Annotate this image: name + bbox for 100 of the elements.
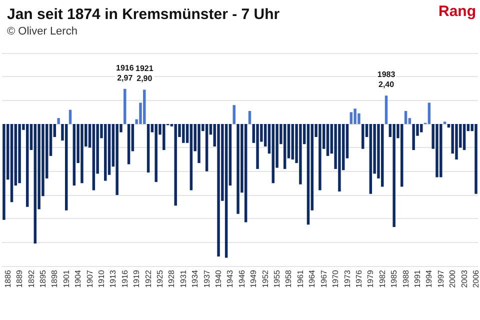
bar	[18, 124, 21, 184]
bar	[299, 124, 302, 184]
bar	[412, 124, 415, 150]
bar	[354, 108, 356, 124]
x-tick-label: 1979	[366, 269, 376, 288]
x-tick-label: 1976	[354, 269, 364, 288]
x-tick-label: 1904	[74, 269, 83, 288]
x-tick-label: 1913	[108, 269, 118, 288]
bar	[256, 124, 259, 169]
bar	[10, 124, 14, 202]
bar	[455, 124, 458, 160]
x-tick-label: 1946	[237, 269, 246, 288]
x-tick-label: 1889	[15, 269, 24, 288]
bar	[127, 124, 130, 164]
bar	[232, 105, 236, 124]
x-tick-label: 1952	[260, 269, 270, 288]
x-tick-label: 1931	[178, 269, 188, 288]
bar	[392, 124, 396, 227]
chart-title: Jan seit 1874 in Kremsmünster - 7 Uhr	[7, 6, 280, 23]
x-tick-label: 1958	[284, 269, 294, 288]
x-tick-label: 1949	[249, 269, 258, 288]
bar	[2, 124, 6, 220]
bar	[198, 124, 200, 164]
bar	[174, 124, 177, 206]
bar	[474, 124, 478, 194]
bar	[182, 124, 185, 143]
data-label: 1916 2,97	[116, 63, 134, 82]
x-tick-label: 1901	[62, 269, 71, 288]
bar	[190, 124, 193, 190]
x-tick-label: 1910	[96, 269, 106, 288]
x-tick-label: 1955	[272, 269, 282, 288]
x-tick-label: 1988	[401, 269, 410, 288]
data-label: 1921 2,90	[135, 64, 154, 84]
x-tick-label: 1919	[132, 269, 142, 288]
x-tick-label: 2006	[472, 269, 480, 288]
x-tick-label: 1970	[331, 269, 340, 288]
bar	[350, 112, 353, 124]
bar	[291, 124, 294, 160]
x-tick-label: 1886	[3, 269, 12, 288]
bar	[248, 110, 252, 124]
bar	[428, 102, 431, 124]
x-tick-label: 1943	[226, 269, 235, 288]
x-tick-label: 1907	[85, 269, 94, 288]
bar	[217, 124, 220, 257]
bar	[369, 124, 372, 194]
x-tick-label: 1997	[436, 269, 446, 288]
bar	[400, 124, 404, 187]
x-tick-label: 2000	[448, 269, 458, 288]
x-tick-label: 1994	[424, 269, 434, 288]
x-tick-label: 1934	[190, 269, 200, 288]
bar	[436, 124, 438, 178]
x-tick-label: 1898	[50, 269, 60, 288]
bar	[384, 96, 388, 124]
bar	[116, 124, 118, 195]
bar	[272, 124, 274, 184]
x-tick-label: 1967	[319, 269, 328, 288]
bar	[318, 124, 322, 190]
x-tick-label: 1895	[38, 269, 48, 288]
bar	[440, 124, 442, 178]
x-tick-label: 1922	[144, 269, 153, 288]
bar	[92, 124, 96, 190]
bar	[462, 124, 466, 150]
x-tick-label: 1937	[202, 269, 212, 288]
bar	[381, 124, 384, 187]
bar	[306, 124, 310, 225]
x-tick-label: 1985	[390, 269, 399, 288]
bar	[244, 124, 248, 222]
chart-subtitle: © Oliver Lerch	[7, 26, 78, 38]
x-tick-label: 1940	[214, 269, 224, 288]
x-tick-label: 2003	[460, 269, 469, 288]
bar	[404, 110, 408, 124]
bar	[34, 124, 37, 244]
bar	[146, 124, 150, 173]
x-tick-label: 1964	[308, 269, 317, 288]
x-tick-label: 1961	[296, 269, 305, 288]
x-tick-label: 1973	[342, 269, 352, 288]
bar	[362, 124, 364, 149]
x-tick-label: 1892	[26, 269, 36, 288]
x-tick-label: 1982	[378, 269, 387, 288]
bar	[143, 90, 146, 124]
bar	[72, 124, 76, 186]
bar	[154, 124, 158, 182]
bar	[420, 124, 423, 132]
text: Rang	[438, 3, 476, 20]
bar	[338, 124, 341, 192]
bar	[205, 124, 208, 172]
data-label: 1983 2,40	[377, 70, 396, 90]
x-tick-label: 1916	[120, 269, 130, 288]
bar	[326, 124, 330, 156]
x-tick-label: 1928	[167, 269, 176, 288]
bar	[236, 124, 240, 214]
bar	[57, 118, 60, 124]
x-tick-label: 1991	[412, 269, 422, 288]
x-tick-label: 1925	[156, 269, 164, 288]
bar	[124, 88, 126, 124]
bar	[104, 124, 107, 181]
bar	[80, 124, 84, 184]
bar	[283, 124, 286, 169]
bar	[26, 124, 29, 207]
bar	[65, 124, 68, 210]
